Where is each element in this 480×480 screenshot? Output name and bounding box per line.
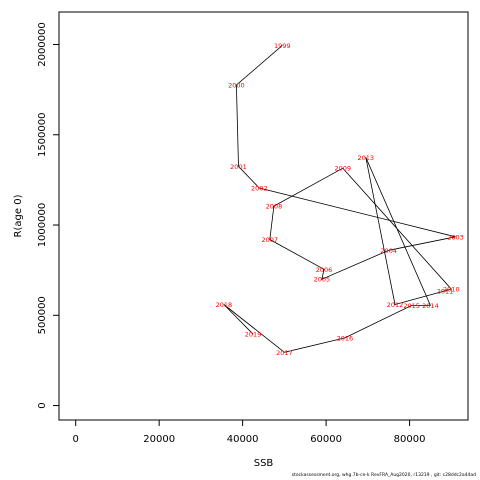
x-tick-label: 40000: [227, 434, 259, 445]
point-label-2015: 2015: [403, 302, 420, 310]
x-tick-label: 20000: [143, 434, 175, 445]
x-tick-label: 60000: [310, 434, 342, 445]
plot-frame: [58, 11, 469, 421]
x-axis-title: SSB: [254, 458, 274, 469]
point-label-2001: 2001: [230, 163, 247, 171]
point-label-2000: 2000: [228, 82, 245, 90]
point-label-2018: 2018: [216, 301, 233, 309]
point-label-2014: 2014: [422, 302, 439, 310]
point-label-2017: 2017: [276, 349, 293, 357]
point-label-1999: 1999: [274, 42, 291, 50]
point-label-2019: 2019: [245, 331, 262, 339]
point-label-2006: 2006: [316, 266, 333, 274]
y-tick-label: 2000000: [37, 22, 48, 67]
point-label-2003: 2003: [447, 233, 464, 241]
x-tick-label: 0: [73, 434, 79, 445]
point-label-2010: 2010: [443, 286, 460, 294]
footnote: stockassessment.org, whg.7b-ce-k RevFRA_…: [291, 473, 476, 478]
point-label-2004: 2004: [380, 247, 397, 255]
series-line: [223, 45, 456, 353]
y-tick-label: 1500000: [37, 112, 48, 157]
point-label-2005: 2005: [314, 276, 331, 284]
point-label-2013: 2013: [357, 154, 374, 162]
point-label-2007: 2007: [261, 236, 278, 244]
y-tick-label: 1000000: [37, 203, 48, 248]
point-label-2012: 2012: [387, 301, 404, 309]
point-label-2008: 2008: [266, 203, 283, 211]
point-label-2002: 2002: [251, 185, 268, 193]
point-label-2011: 2011: [437, 287, 454, 295]
point-label-2016: 2016: [337, 334, 354, 342]
point-label-2009: 2009: [335, 165, 352, 173]
y-tick-label: 0: [37, 402, 48, 408]
y-tick-label: 500000: [37, 296, 48, 334]
x-tick-label: 80000: [394, 434, 426, 445]
y-axis-title: R(age 0): [13, 194, 24, 237]
